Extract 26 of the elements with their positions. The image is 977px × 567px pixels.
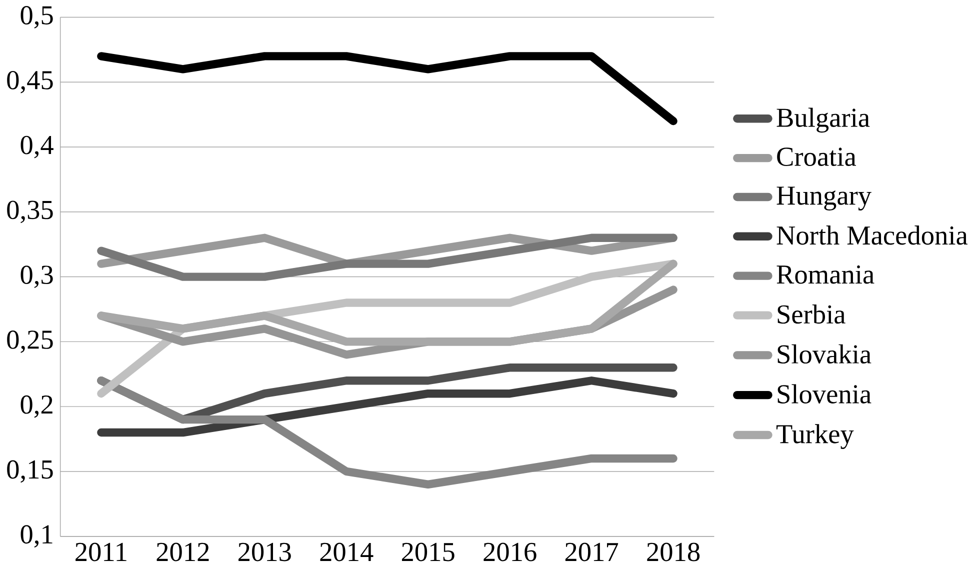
legend-label: Hungary bbox=[776, 186, 872, 210]
x-tick-label: 2017 bbox=[565, 542, 618, 562]
y-tick-label: 0,45 bbox=[7, 70, 53, 94]
y-tick-label: 0,4 bbox=[20, 136, 54, 158]
x-tick-label: 2013 bbox=[238, 542, 291, 562]
legend-label: Bulgaria bbox=[776, 108, 870, 132]
y-tick-label: 0,35 bbox=[7, 200, 53, 223]
x-tick-label: 2012 bbox=[156, 542, 209, 562]
legend-label: Serbia bbox=[778, 304, 846, 324]
legend-label: Turkey bbox=[776, 424, 854, 449]
x-tick-label: 2016 bbox=[484, 542, 536, 562]
y-tick-label: 0,2 bbox=[20, 395, 52, 418]
y-tick-label: 0,15 bbox=[7, 460, 53, 482]
legend-label: North Macedonia bbox=[776, 225, 968, 245]
x-tick-label: 2015 bbox=[402, 542, 454, 562]
y-tick-label: 0,25 bbox=[7, 330, 53, 353]
y-tick-label: 0,3 bbox=[20, 265, 53, 288]
x-tick-label: 2014 bbox=[320, 542, 374, 562]
x-tick-label: 2018 bbox=[647, 542, 700, 562]
y-tick-label: 0,1 bbox=[20, 525, 52, 548]
legend-label: Slovenia bbox=[778, 384, 872, 404]
legend-label: Croatia bbox=[777, 148, 856, 166]
x-tick-label: 2011 bbox=[76, 542, 126, 562]
legend-label: Slovakia bbox=[778, 344, 872, 364]
y-tick-label: 0,5 bbox=[20, 6, 53, 28]
legend-label: Romania bbox=[776, 265, 874, 284]
